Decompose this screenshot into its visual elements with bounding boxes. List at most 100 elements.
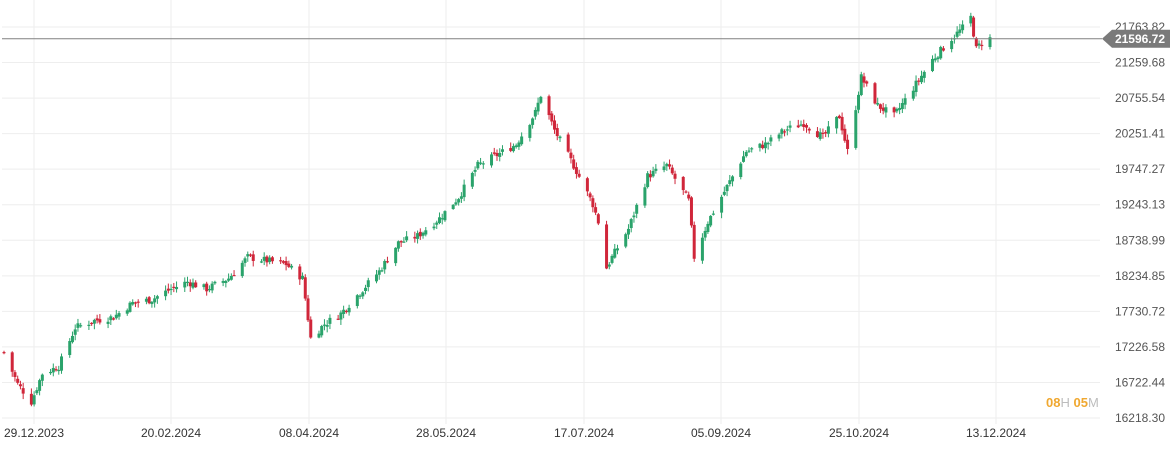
candle-body [437,217,441,223]
candle-body [290,265,294,268]
candle-body [689,197,693,226]
candle-body [361,292,365,297]
candle-body [536,102,540,112]
candle-body [462,184,466,198]
candle-body [884,107,888,113]
candle-body [646,173,650,187]
candle-body [147,297,151,304]
current-price-tag [1102,29,1170,48]
candle-body [500,149,504,152]
candle-body [862,76,866,83]
candle-body [383,260,387,270]
candle-body [150,301,154,305]
candle-body [629,219,633,229]
candle-body [711,213,715,215]
candle-body [700,237,704,261]
candle-body [624,234,628,247]
candle-body [547,96,551,116]
candle-body [917,80,921,82]
candle-body [911,90,915,99]
candle-body [807,128,811,131]
candle-body [2,352,6,354]
candle-body [79,325,83,327]
candle-body [796,125,800,128]
candle-body [232,275,236,277]
candle-body [131,301,135,305]
candle-body [728,180,732,185]
candle-body [380,270,384,272]
candle-body [566,134,570,152]
candle-body [605,224,609,269]
y-tick-label: 20755.54 [1115,91,1165,105]
candle-body [320,325,324,336]
candle-body [804,125,808,128]
candle-body [898,107,902,110]
candle-body [364,287,368,292]
candle-body [843,128,847,141]
timer-hours: 08 [1046,395,1061,410]
x-tick-label: 28.05.2024 [416,426,476,440]
candle-body [706,223,710,233]
candle-body [73,329,77,335]
candle-body [413,236,417,239]
candle-body [895,108,899,112]
candle-body [780,129,784,135]
candle-body [802,124,806,127]
candle-body [881,107,885,111]
timer-minutes-unit: M [1087,395,1099,410]
y-tick-label: 16218.30 [1115,411,1165,425]
candlesticks [2,12,992,407]
x-tick-label: 05.09.2024 [691,426,751,440]
current-price-marker: 21596.72 [2,29,1170,48]
candle-body [70,335,74,343]
candle-body [29,393,33,405]
candle-body [750,148,754,150]
candle-body [18,384,22,387]
candle-body [725,184,729,192]
candle-body [731,176,735,182]
candle-body [941,48,945,51]
candle-body [837,115,841,119]
candle-body [878,104,882,109]
y-tick-label: 21259.68 [1115,56,1165,70]
candle-body [744,152,748,157]
candle-body [188,282,192,287]
candle-body [128,302,132,312]
candle-body [227,278,231,281]
candle-body [287,263,291,267]
candle-body [835,116,839,129]
candle-body [840,116,844,131]
candle-body [673,173,677,179]
candle-body [49,371,53,374]
candle-body [747,150,751,152]
candle-body [421,232,425,236]
candle-body [268,257,272,262]
candle-body [594,207,598,213]
candle-body [574,167,578,174]
candle-body [347,307,351,313]
candle-body [54,369,58,371]
candle-body [815,131,819,138]
candle-body [10,352,14,372]
candle-body [783,131,787,133]
candle-body [405,236,409,241]
candle-body [399,241,403,243]
candle-body [213,281,217,284]
candle-body [818,132,822,139]
candle-body [106,321,110,324]
candle-body [572,159,576,169]
candle-body [933,58,937,61]
candle-body [703,230,707,238]
candle-body [246,254,250,257]
candle-body [859,74,863,96]
candle-body [654,168,658,171]
candle-body [243,258,247,263]
candle-body [670,167,674,174]
y-tick-label: 18738.99 [1115,233,1165,247]
candle-body [709,215,713,226]
candle-body [224,280,228,284]
candle-body [939,46,943,59]
candle-body [109,316,113,321]
candle-body [87,324,91,327]
